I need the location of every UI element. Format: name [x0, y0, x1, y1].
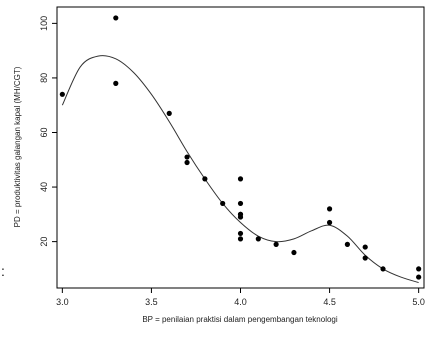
- data-point: [202, 176, 208, 182]
- y-tick-label: 20: [39, 237, 49, 247]
- x-tick-label: 3.0: [56, 297, 69, 307]
- x-tick-label: 4.0: [234, 297, 247, 307]
- data-point: [344, 241, 350, 247]
- data-point: [237, 230, 244, 237]
- data-point: [362, 244, 368, 250]
- data-point: [59, 91, 65, 97]
- data-point: [237, 176, 244, 182]
- data-point: [291, 249, 297, 256]
- data-point: [273, 241, 279, 247]
- fit-curve: [61, 55, 419, 284]
- y-tick-label: 100: [39, 16, 49, 31]
- data-point: [220, 200, 226, 207]
- data-point: [237, 236, 244, 242]
- data-point: [166, 110, 172, 116]
- x-tick-label: 5.0: [412, 297, 425, 307]
- data-point: [237, 200, 244, 207]
- data-point: [184, 154, 190, 160]
- y-tick-label: 60: [39, 127, 49, 137]
- x-tick-label: 3.5: [145, 297, 158, 307]
- data-point: [237, 211, 244, 217]
- x-axis-label: BP = penilaian praktisi dalam pengembang…: [142, 315, 338, 324]
- data-point: [416, 266, 422, 272]
- data-point: [184, 159, 190, 166]
- y-tick-label: 80: [39, 73, 49, 83]
- data-point: [326, 206, 333, 212]
- x-tick-label: 4.5: [323, 297, 336, 307]
- data-point: [380, 266, 386, 272]
- data-point: [326, 219, 333, 226]
- stray-mark: :: [1, 263, 5, 279]
- data-point: [255, 236, 261, 242]
- y-tick-label: 40: [39, 182, 49, 192]
- data-point: [362, 255, 368, 261]
- data-point: [416, 274, 422, 280]
- data-point: [113, 15, 119, 21]
- plot-frame: [56, 6, 425, 289]
- data-point: [113, 80, 119, 86]
- y-axis-label: PD = produktivitas galangan kapal (MH/CG…: [13, 66, 22, 227]
